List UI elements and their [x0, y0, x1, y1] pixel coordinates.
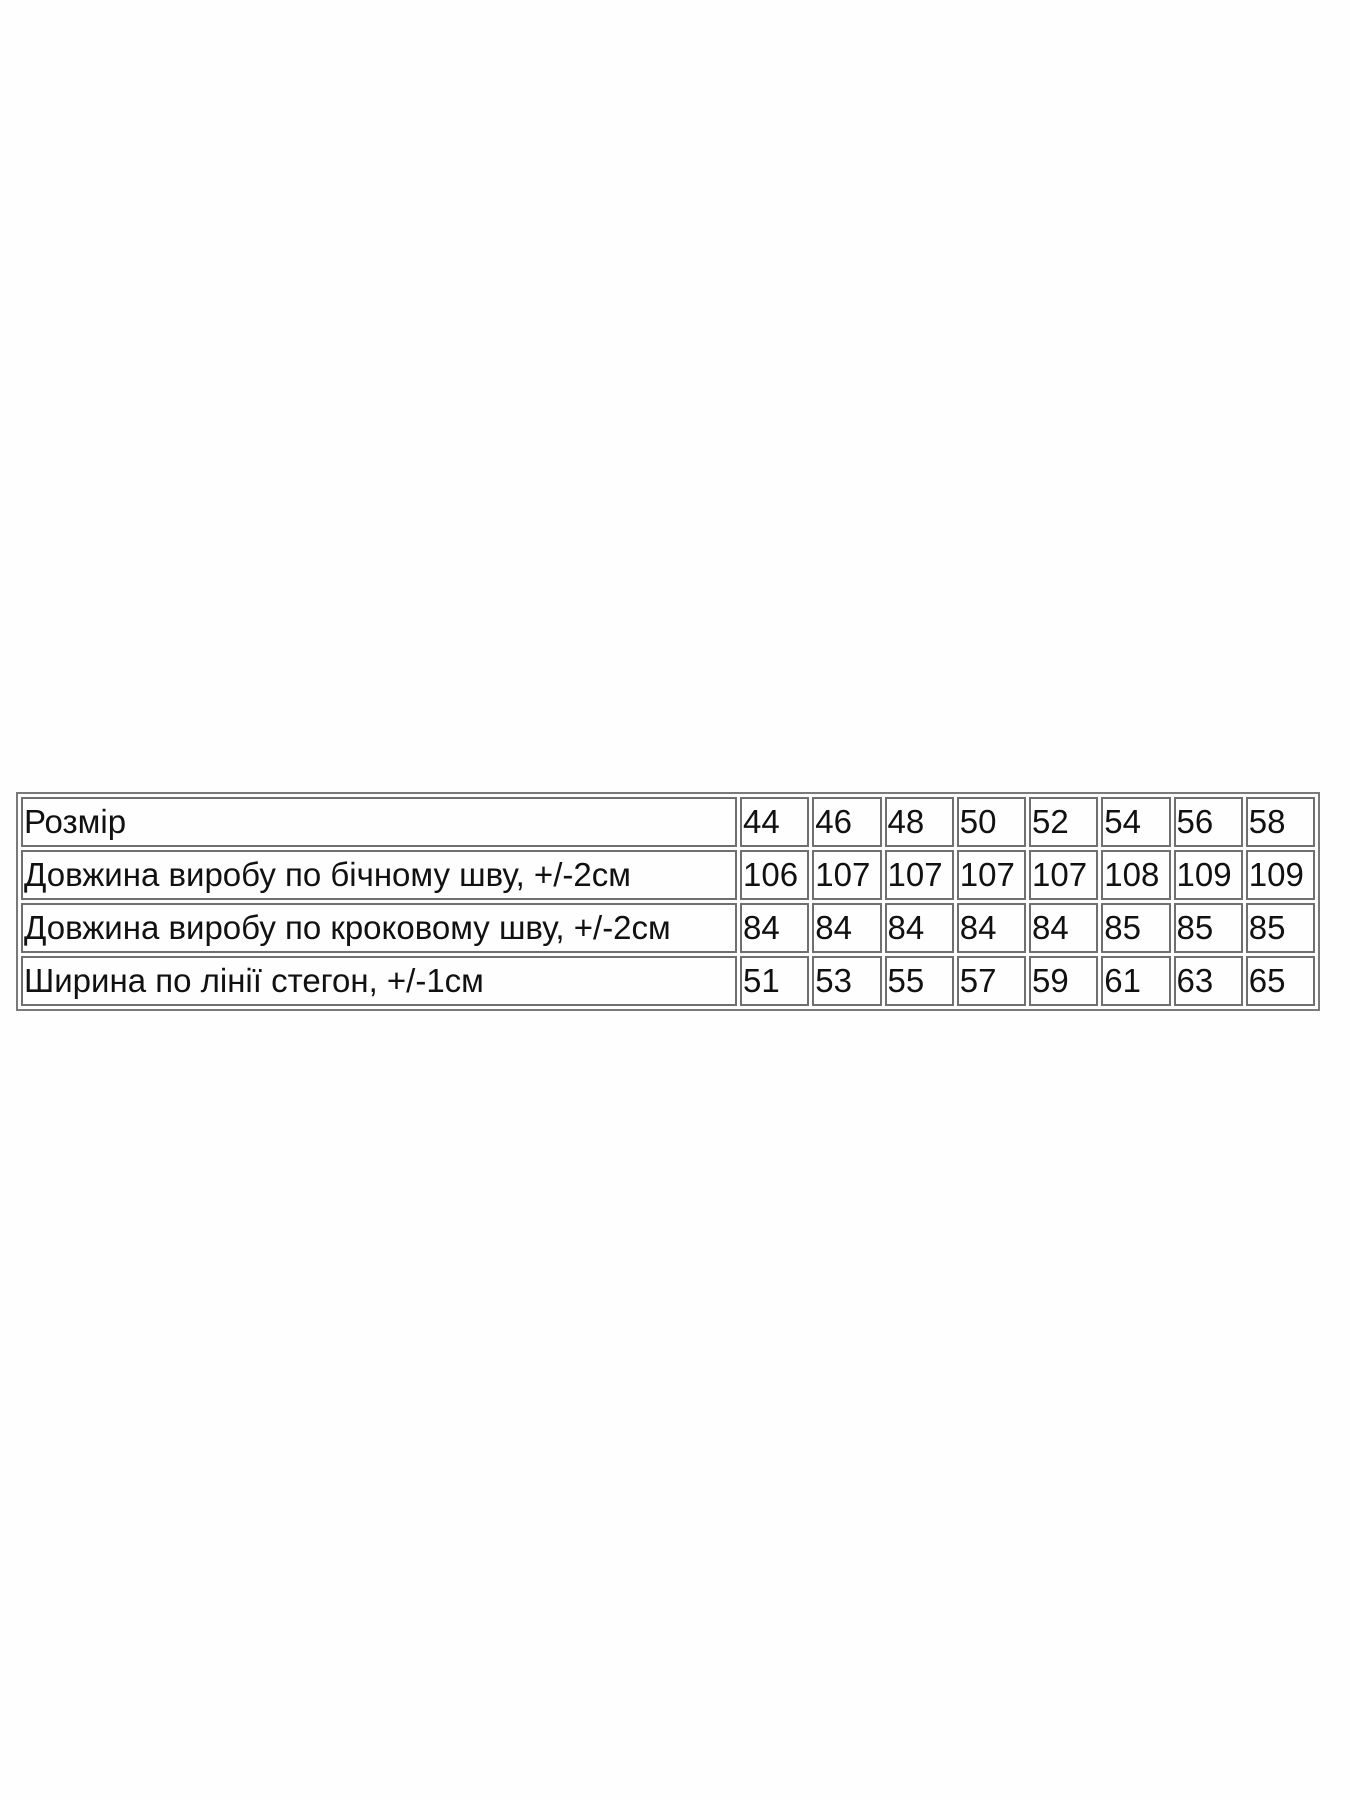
row-label: Довжина виробу по кроковому шву, +/-2см [21, 903, 737, 953]
table-cell: 61 [1101, 956, 1171, 1006]
table-cell: 63 [1173, 956, 1243, 1006]
table-cell: 55 [884, 956, 954, 1006]
table-cell: 84 [956, 903, 1026, 953]
table-cell: 65 [1245, 956, 1315, 1006]
row-label: Розмір [21, 797, 737, 847]
table-cell: 56 [1173, 797, 1243, 847]
table-cell: 84 [740, 903, 810, 953]
table-cell: 109 [1245, 850, 1315, 900]
table-cell: 85 [1245, 903, 1315, 953]
table-row: Ширина по лінії стегон, +/-1см 51 53 55 57 59… [21, 956, 1315, 1006]
table-cell: 50 [956, 797, 1026, 847]
table-cell: 84 [812, 903, 882, 953]
table-cell: 51 [740, 956, 810, 1006]
table-cell: 107 [884, 850, 954, 900]
table-cell: 52 [1029, 797, 1099, 847]
row-label: Довжина виробу по бічному шву, +/-2см [21, 850, 737, 900]
table-row: Довжина виробу по бічному шву, +/-2см 106… [21, 850, 1315, 900]
size-chart-table: Розмір 44 46 48 50 52 54 56 58 Довжина виробу по … [16, 792, 1320, 1011]
table-cell: 57 [956, 956, 1026, 1006]
table-cell: 54 [1101, 797, 1171, 847]
table-cell: 84 [884, 903, 954, 953]
table-cell: 107 [1029, 850, 1099, 900]
table-cell: 84 [1029, 903, 1099, 953]
table-row: Довжина виробу по кроковому шву, +/-2см 8… [21, 903, 1315, 953]
table-cell: 106 [740, 850, 810, 900]
table-cell: 53 [812, 956, 882, 1006]
table-cell: 85 [1101, 903, 1171, 953]
table-cell: 44 [740, 797, 810, 847]
header-row: Розмір 44 46 48 50 52 54 56 58 [21, 797, 1315, 847]
table-cell: 107 [956, 850, 1026, 900]
table-cell: 59 [1029, 956, 1099, 1006]
table-cell: 109 [1173, 850, 1243, 900]
table-cell: 107 [812, 850, 882, 900]
table-cell: 58 [1245, 797, 1315, 847]
table-cell: 46 [812, 797, 882, 847]
table-cell: 108 [1101, 850, 1171, 900]
row-label: Ширина по лінії стегон, +/-1см [21, 956, 737, 1006]
table-cell: 85 [1173, 903, 1243, 953]
table-cell: 48 [884, 797, 954, 847]
